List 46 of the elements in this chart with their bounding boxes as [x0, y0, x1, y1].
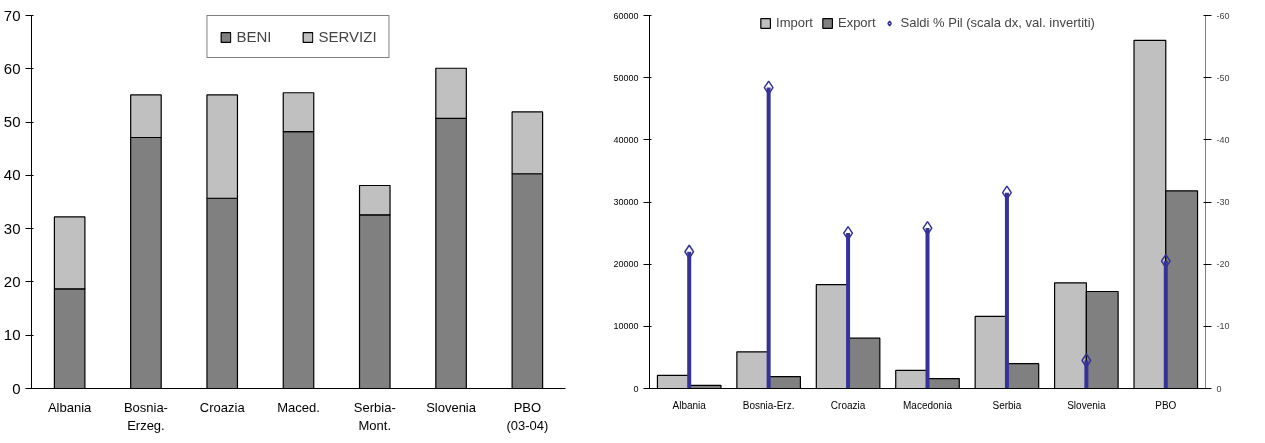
y-tick-label: 0	[633, 383, 639, 394]
y-tick-label: 60	[3, 59, 21, 77]
y-tick-label: 10000	[613, 321, 639, 332]
y-tick-label: 50	[3, 113, 21, 131]
legend-label: Saldi % Pil (scala dx, val. invertiti)	[900, 15, 1095, 30]
x-tick-label: Croazia	[830, 399, 866, 411]
y-tick-label: 40000	[613, 134, 639, 145]
legend-label: BENI	[236, 28, 272, 45]
x-tick-label: Albania	[47, 399, 93, 415]
x-tick-label: Macedonia	[903, 399, 953, 411]
y-tick-label: 0	[12, 379, 21, 397]
y2-tick-label: -40	[1216, 134, 1230, 145]
x-tick-label: Bosnia-Erz.	[742, 399, 795, 411]
point	[842, 225, 854, 241]
x-tick-label: Slovenia	[426, 399, 477, 415]
y2-tick-label: 0	[1216, 383, 1222, 394]
x-tick-label: Bosnia- Erzeg.	[123, 399, 168, 433]
y2-tick-label: -10	[1216, 321, 1230, 332]
legend-label: SERVIZI	[318, 28, 377, 45]
y-tick-label: 10	[3, 326, 21, 344]
legend-label: Import	[776, 15, 813, 30]
y2-tick-label: -50	[1216, 72, 1230, 83]
x-tick-label: Serbia- Mont.	[353, 399, 396, 433]
y2-tick-label: -60	[1216, 10, 1230, 21]
y-tick-label: 40	[3, 166, 21, 184]
x-tick-label: PBO (03-04)	[506, 399, 549, 433]
y-tick-label: 20000	[613, 259, 639, 270]
x-tick-label: PBO	[1155, 399, 1177, 411]
x-tick-label: Maced.	[277, 399, 320, 415]
y-tick-label: 20	[3, 272, 21, 290]
x-tick-label: Croazia	[199, 399, 246, 415]
x-tick-label: Albania	[672, 399, 707, 411]
y-tick-label: 30000	[613, 197, 639, 207]
point	[684, 244, 695, 259]
x-tick-label: Serbia	[992, 399, 1022, 411]
y-tick-label: 70	[3, 6, 21, 24]
y-tick-label: 60000	[613, 10, 639, 21]
point	[1001, 185, 1013, 200]
y-tick-label: 30	[3, 219, 21, 237]
y2-tick-label: -30	[1216, 197, 1230, 207]
x-tick-label: Slovenia	[1067, 399, 1106, 411]
y-tick-label: 50000	[613, 72, 639, 83]
y2-tick-label: -20	[1216, 259, 1230, 270]
point	[763, 80, 774, 95]
legend-label: Export	[837, 15, 876, 30]
point	[1081, 353, 1092, 368]
